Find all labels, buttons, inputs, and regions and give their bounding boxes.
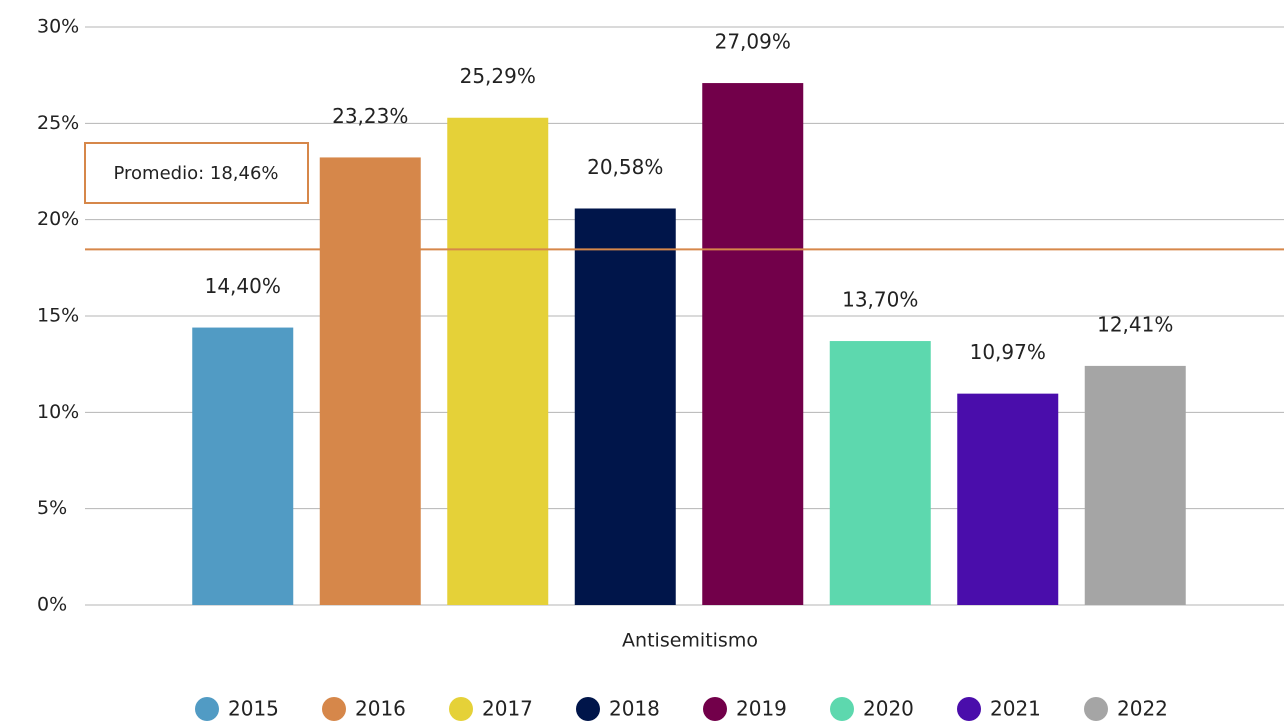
value-label: 14,40% bbox=[205, 274, 281, 298]
legend-label: 2021 bbox=[990, 697, 1041, 721]
legend-swatch bbox=[830, 697, 854, 721]
legend-swatch bbox=[957, 697, 981, 721]
legend-label: 2020 bbox=[863, 697, 914, 721]
value-label: 20,58% bbox=[587, 155, 663, 179]
bar bbox=[319, 157, 421, 605]
legend-label: 2022 bbox=[1117, 697, 1168, 721]
bar bbox=[1084, 365, 1186, 605]
legend-swatch bbox=[449, 697, 473, 721]
x-tick-label: Antisemitismo bbox=[622, 630, 758, 652]
bar bbox=[574, 208, 676, 605]
value-label: 13,70% bbox=[842, 288, 918, 312]
value-label: 25,29% bbox=[460, 64, 536, 88]
bar bbox=[702, 83, 804, 606]
bar bbox=[829, 341, 931, 605]
y-tick-label: 5% bbox=[37, 497, 67, 519]
y-tick-label: 25% bbox=[37, 112, 79, 134]
y-tick-label: 30% bbox=[37, 16, 79, 38]
y-tick-label: 15% bbox=[37, 305, 79, 327]
bar bbox=[192, 327, 294, 605]
y-tick-label: 10% bbox=[37, 401, 79, 423]
legend-swatch bbox=[195, 697, 219, 721]
average-label: Promedio: 18,46% bbox=[113, 163, 278, 184]
bar bbox=[957, 393, 1059, 605]
legend-swatch bbox=[1084, 697, 1108, 721]
average-box bbox=[84, 142, 309, 204]
legend-swatch bbox=[576, 697, 600, 721]
value-label: 10,97% bbox=[970, 340, 1046, 364]
legend-label: 2019 bbox=[736, 697, 787, 721]
legend-swatch bbox=[703, 697, 727, 721]
value-label: 27,09% bbox=[715, 30, 791, 54]
value-label: 12,41% bbox=[1097, 312, 1173, 336]
legend-label: 2015 bbox=[228, 697, 279, 721]
bar bbox=[447, 117, 549, 605]
y-tick-label: 20% bbox=[37, 208, 79, 230]
legend-label: 2018 bbox=[609, 697, 660, 721]
value-label: 23,23% bbox=[332, 104, 408, 128]
legend-swatch bbox=[322, 697, 346, 721]
legend-label: 2017 bbox=[482, 697, 533, 721]
y-tick-label: 0% bbox=[37, 594, 67, 616]
legend-label: 2016 bbox=[355, 697, 406, 721]
